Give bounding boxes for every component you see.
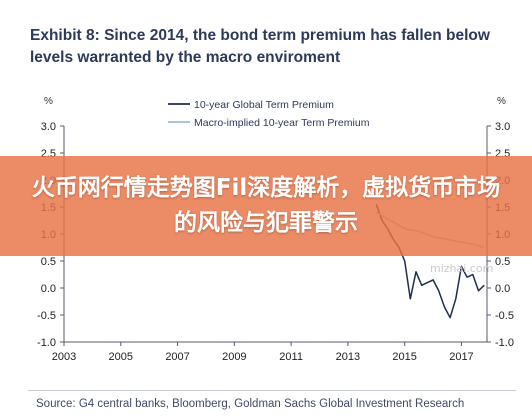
y-tick-label-left: 0.5 <box>41 256 56 268</box>
x-tick-label: 2017 <box>449 351 473 363</box>
y-tick-label-right: 0.0 <box>495 283 510 295</box>
y-tick-label-left: -0.5 <box>37 310 56 322</box>
x-tick-label: 2009 <box>222 351 246 363</box>
y-tick-label-right: -1.0 <box>495 337 514 349</box>
y-tick-label-right: 3.0 <box>495 121 510 133</box>
y-tick-label-right: -0.5 <box>495 310 514 322</box>
y-axis-unit-left: % <box>44 96 53 107</box>
y-tick-label-left: 3.0 <box>41 121 56 133</box>
x-tick-label: 2007 <box>165 351 189 363</box>
overlay-banner: 火币网行情走势图Fil深度解析，虚拟货币市场的风险与犯罪警示 <box>0 156 532 256</box>
x-tick-label: 2003 <box>52 351 76 363</box>
legend-label-2: Macro-implied 10-year Term Premium <box>194 117 370 129</box>
x-tick-label: 2013 <box>336 351 360 363</box>
y-tick-label-left: -1.0 <box>37 337 56 349</box>
y-tick-label-right: 0.5 <box>495 256 510 268</box>
chart-title: Exhibit 8: Since 2014, the bond term pre… <box>30 27 490 66</box>
source-note: Source: G4 central banks, Bloomberg, Gol… <box>36 398 465 410</box>
footer-divider <box>28 390 516 391</box>
x-tick-label: 2005 <box>109 351 133 363</box>
y-tick-label-left: 0.0 <box>41 283 56 295</box>
x-tick-label: 2015 <box>392 351 416 363</box>
y-axis-unit-right: % <box>497 96 506 107</box>
watermark: mizhai.com <box>430 262 494 275</box>
legend-label-1: 10-year Global Term Premium <box>194 99 334 111</box>
overlay-banner-text: 火币网行情走势图Fil深度解析，虚拟货币市场的风险与犯罪警示 <box>31 175 501 236</box>
x-tick-label: 2011 <box>279 351 303 363</box>
